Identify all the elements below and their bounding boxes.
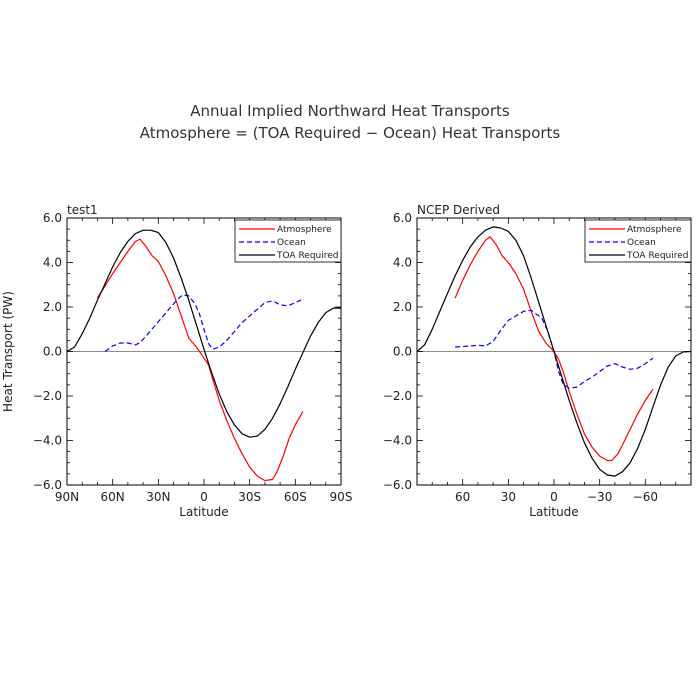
panel-1-x-tick-label: 30S: [238, 490, 261, 504]
panel-1-y-tick-label: 2.0: [43, 300, 62, 314]
panel-1-x-tick-label: 60S: [284, 490, 307, 504]
panel-2-y-tick-label: −6.0: [383, 478, 412, 492]
panel-1-y-tick-label: −2.0: [33, 389, 62, 403]
panel-2-x-tick-label: −60: [633, 490, 658, 504]
panel-1-x-axis-label: Latitude: [179, 505, 228, 519]
panel-1-x-tick-label: 90N: [55, 490, 79, 504]
chart-panel-test1: −6.0 −4.0 −2.0 0.0 2.0 4.0 6.0 90N 60N 30N 0 30S 60S…: [1, 203, 352, 519]
panel-2-legend-label-atmosphere: Atmosphere: [627, 225, 682, 235]
panel-2-y-tick-label: −2.0: [383, 389, 412, 403]
panel-2-legend-label-ocean: Ocean: [627, 238, 656, 248]
panel-1-y-tick-label: −4.0: [33, 434, 62, 448]
panel-2-series-line-toa-required: [416, 226, 692, 477]
panel-2-x-axis-label: Latitude: [529, 505, 578, 519]
panel-1-series-line-toa-required: [66, 229, 341, 438]
panel-2-x-tick-label: 60: [455, 490, 470, 504]
panel-2-x-tick-label: −30: [587, 490, 612, 504]
panel-1-y-tick-label: 6.0: [43, 211, 62, 225]
figure-title-line-1: Annual Implied Northward Heat Transports: [190, 102, 510, 120]
panel-1-y-axis-label: Heat Transport (PW): [1, 291, 15, 412]
panel-1-legend: Atmosphere Ocean TOA Required: [234, 219, 342, 263]
panel-2-y-tick-label: 4.0: [393, 256, 412, 270]
panel-1-x-tick-label: 60N: [101, 490, 125, 504]
panel-2-legend-label-toa-required: TOA Required: [626, 251, 689, 261]
panel-1-y-tick-label: 4.0: [43, 256, 62, 270]
panel-1-y-tick-label: 0.0: [43, 345, 62, 359]
panel-1-legend-label-ocean: Ocean: [277, 238, 306, 248]
panel-1-legend-label-toa-required: TOA Required: [276, 251, 339, 261]
panel-2-y-tick-label: 2.0: [393, 300, 412, 314]
panel-2-y-tick-label: −4.0: [383, 434, 412, 448]
panel-1-x-tick-label: 30N: [146, 490, 170, 504]
panel-1-legend-label-atmosphere: Atmosphere: [277, 225, 332, 235]
panel-1-series-line-atmosphere: [96, 238, 304, 482]
chart-panel-ncep-derived: −6.0 −4.0 −2.0 0.0 2.0 4.0 6.0 60 30 0 −30 −60 Latit…: [383, 203, 692, 519]
panel-2-x-tick-label: 0: [550, 490, 558, 504]
panel-2-panel-title: NCEP Derived: [417, 203, 500, 217]
panel-2-y-tick-label: 0.0: [393, 345, 412, 359]
panel-2-y-tick-label: 6.0: [393, 211, 412, 225]
panel-1-x-tick-label: 0: [200, 490, 208, 504]
figure-title-line-2: Atmosphere = (TOA Required − Ocean) Heat…: [140, 124, 561, 142]
panel-1-x-tick-label: 90S: [330, 490, 353, 504]
panel-1-y-tick-label: −6.0: [33, 478, 62, 492]
panel-1-panel-title: test1: [67, 203, 98, 217]
panel-2-legend: Atmosphere Ocean TOA Required: [584, 219, 692, 263]
panel-1-series-line-ocean: [104, 294, 304, 352]
panel-2-x-tick-label: 30: [501, 490, 516, 504]
